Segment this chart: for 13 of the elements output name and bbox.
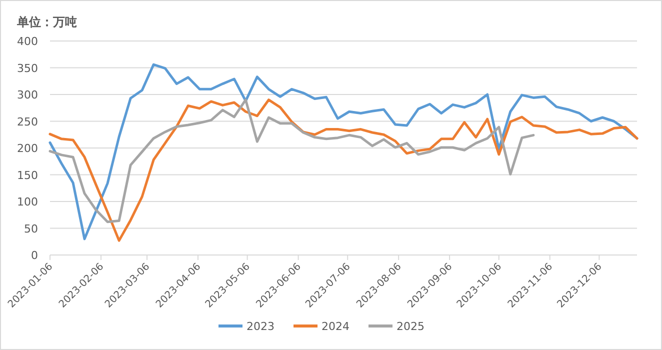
y-tick-label: 400: [17, 35, 38, 48]
y-tick-label: 50: [24, 222, 38, 236]
y-tick-label: 300: [17, 88, 38, 102]
legend-label: 2024: [322, 320, 350, 333]
legend-label: 2025: [396, 320, 424, 333]
y-tick-label: 350: [17, 62, 38, 75]
y-tick-label: 100: [17, 196, 38, 208]
y-tick-label: 250: [17, 115, 38, 128]
y-axis-title: 单位：万吨: [16, 15, 77, 29]
y-tick-label: 150: [17, 168, 38, 182]
y-tick-label: 0: [31, 249, 38, 262]
legend-label: 2023: [246, 320, 274, 333]
y-tick-label: 200: [17, 142, 38, 155]
